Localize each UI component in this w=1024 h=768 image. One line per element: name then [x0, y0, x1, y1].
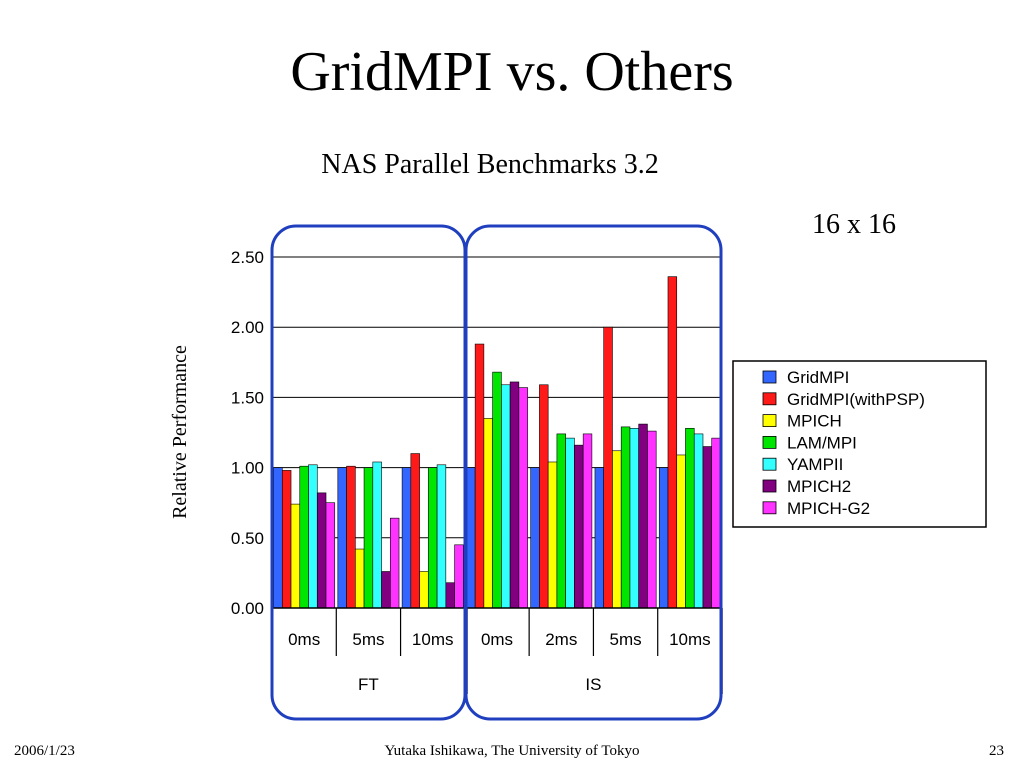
bar-yampii-4 — [565, 437, 575, 609]
y-tick-labels: 0.00 0.50 1.00 1.50 2.00 2.50 — [231, 248, 264, 618]
bar-gridmpi-withpsp--2 — [410, 453, 420, 609]
bar-gridmpi-6 — [658, 467, 669, 609]
legend-swatch — [762, 457, 777, 471]
bar-mpich-5 — [612, 450, 622, 609]
legend-swatch — [762, 479, 777, 493]
chart-title: NAS Parallel Benchmarks 3.2 — [321, 149, 659, 180]
bar-mpich2-3 — [509, 381, 520, 609]
bar-mpich2-2 — [445, 582, 455, 609]
bar-yampii-3 — [501, 384, 511, 609]
legend-label: LAM/MPI — [787, 433, 857, 452]
bar-mpich-g2-1 — [389, 517, 400, 609]
bar-gridmpi-withpsp--1 — [346, 465, 356, 609]
config-label: 16 x 16 — [812, 209, 896, 240]
bar-mpich2-4 — [574, 444, 584, 609]
legend-swatch — [762, 501, 777, 515]
legend: GridMPI GridMPI(withPSP) MPICH LAM/MPI YAMPI… — [732, 360, 987, 528]
bar-lam-mpi-0 — [299, 465, 309, 609]
bar-gridmpi-withpsp--0 — [281, 470, 292, 609]
bar-mpich2-1 — [381, 571, 391, 609]
bar-mpich-g2-5 — [647, 430, 657, 609]
is-group-highlight — [464, 224, 723, 721]
legend-label: MPICH2 — [787, 477, 851, 496]
bar-mpich-1 — [355, 548, 365, 609]
footer-author: Yutaka Ishikawa, The University of Tokyo — [384, 743, 640, 759]
bar-yampii-2 — [436, 464, 447, 609]
bar-mpich-2 — [419, 571, 429, 609]
footer-date: 2006/1/23 — [14, 743, 75, 759]
bar-lam-mpi-3 — [492, 371, 502, 609]
y-tick-label: 0.50 — [231, 529, 264, 548]
bar-gridmpi-withpsp--6 — [667, 276, 678, 609]
bar-lam-mpi-5 — [620, 426, 631, 609]
bar-mpich-0 — [290, 503, 301, 609]
slide-title: GridMPI vs. Others — [290, 41, 734, 103]
x-group-label: FT — [358, 675, 379, 694]
bar-mpich2-0 — [316, 492, 327, 609]
y-tick-label: 1.00 — [231, 459, 264, 478]
x-category-label: 5ms — [610, 630, 642, 649]
legend-label: YAMPII — [787, 455, 843, 474]
legend-swatch — [762, 370, 777, 384]
bar-gridmpi-5 — [594, 467, 605, 609]
bar-mpich-4 — [547, 461, 558, 609]
legend-swatch — [762, 435, 777, 449]
x-category-label: 0ms — [288, 630, 320, 649]
y-tick-label: 0.00 — [231, 599, 264, 618]
bar-mpich-g2-4 — [582, 433, 593, 609]
legend-swatch — [762, 414, 777, 428]
bar-gridmpi-4 — [530, 467, 540, 609]
bar-gridmpi-3 — [466, 467, 476, 609]
bar-gridmpi-withpsp--4 — [539, 384, 549, 609]
bar-gridmpi-withpsp--3 — [474, 343, 485, 609]
x-category-label: 5ms — [352, 630, 384, 649]
bar-gridmpi-0 — [273, 467, 283, 609]
legend-label: GridMPI — [787, 368, 849, 387]
x-category-label: 10ms — [669, 630, 711, 649]
x-group-label: IS — [585, 675, 601, 694]
bar-mpich2-5 — [638, 423, 648, 609]
bar-yampii-6 — [693, 433, 704, 609]
bar-yampii-1 — [372, 461, 382, 609]
bar-mpich-6 — [676, 454, 686, 609]
bar-gridmpi-2 — [401, 467, 412, 609]
x-category-labels: 0ms 5ms 10ms 0ms 2ms 5ms 10ms — [288, 630, 711, 649]
page-number: 23 — [989, 743, 1004, 759]
y-tick-label: 2.50 — [231, 248, 264, 267]
bar-mpich-g2-2 — [454, 544, 464, 609]
bar-mpich-g2-3 — [518, 387, 528, 609]
bar-mpich-g2-6 — [711, 437, 721, 609]
legend-label: MPICH — [787, 412, 842, 431]
bar-yampii-5 — [629, 427, 639, 609]
bar-lam-mpi-1 — [363, 467, 374, 609]
x-group-labels: FT IS — [358, 675, 601, 694]
bar-lam-mpi-6 — [685, 427, 695, 609]
x-category-label: 2ms — [545, 630, 577, 649]
bar-lam-mpi-4 — [556, 433, 566, 609]
x-category-label: 0ms — [481, 630, 513, 649]
bar-gridmpi-withpsp--5 — [603, 326, 613, 609]
legend-swatch — [762, 392, 777, 406]
bar-mpich-3 — [483, 418, 493, 609]
y-tick-label: 2.00 — [231, 318, 264, 337]
legend-label: GridMPI(withPSP) — [787, 390, 925, 409]
bars — [273, 276, 721, 609]
x-category-label: 10ms — [412, 630, 454, 649]
legend-label: MPICH-G2 — [787, 499, 870, 518]
y-tick-label: 1.50 — [231, 388, 264, 407]
bar-yampii-0 — [308, 464, 318, 609]
bar-mpich2-6 — [702, 446, 713, 609]
y-axis-label: Relative Performance — [169, 345, 191, 519]
bar-lam-mpi-2 — [428, 467, 438, 609]
bar-gridmpi-1 — [337, 467, 347, 609]
bar-mpich-g2-0 — [325, 502, 336, 609]
